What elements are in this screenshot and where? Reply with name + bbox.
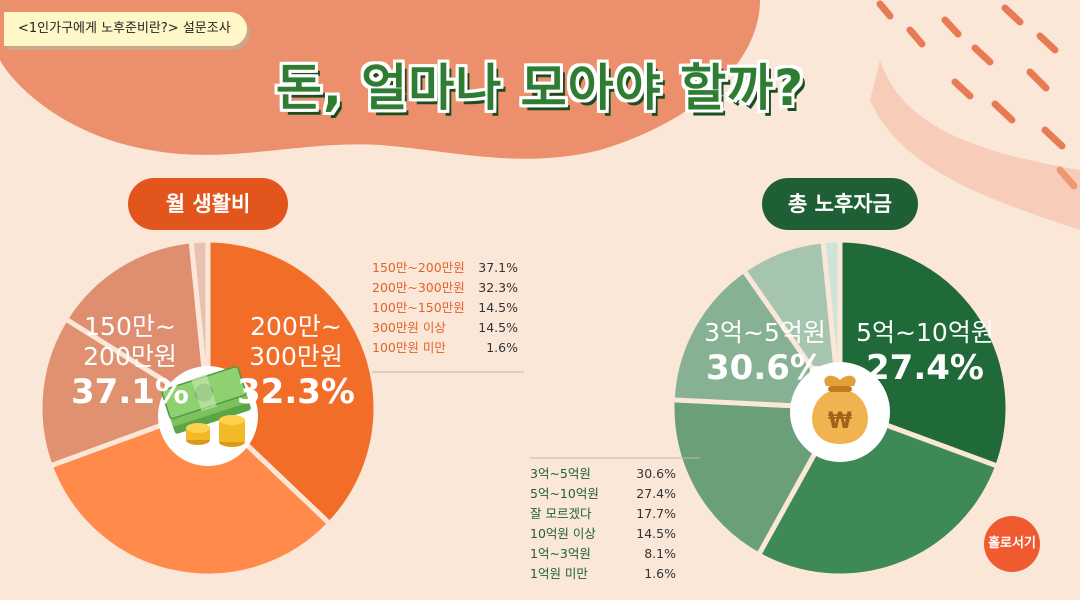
legend-value: 30.6%: [636, 466, 676, 481]
legend-value: 14.5%: [478, 300, 518, 315]
legend-label: 10억원 이상: [530, 526, 596, 541]
retirement-fund-title: 총 노후자금: [762, 178, 918, 230]
slice-category: 200만원: [83, 342, 177, 371]
legend-value: 1.6%: [486, 340, 518, 355]
slice-category: 200만~: [250, 312, 342, 341]
svg-text:₩: ₩: [828, 409, 852, 434]
legend-value: 1.6%: [644, 566, 676, 581]
legend-value: 14.5%: [636, 526, 676, 541]
legend-value: 8.1%: [644, 546, 676, 561]
legend-label: 1억원 미만: [530, 566, 588, 581]
legend-row: 200만~300만원 32.3%: [372, 278, 518, 298]
legend-value: 17.7%: [636, 506, 676, 521]
slice-label-150-200: 150만~ 200만원 37.1%: [60, 312, 200, 413]
slice-category: 3억~5억원: [704, 318, 826, 347]
legend-row: 100만원 미만 1.6%: [372, 338, 518, 358]
monthly-cost-legend: 150만~200만원 37.1% 200만~300만원 32.3% 100만~150…: [372, 258, 518, 358]
legend-row: 1억~3억원 8.1%: [530, 544, 676, 564]
monthly-cost-slice-1: [47, 405, 333, 579]
legend-label: 150만~200만원: [372, 260, 465, 275]
legend-row: 3억~5억원 30.6%: [530, 464, 676, 484]
legend-label: 100만~150만원: [372, 300, 465, 315]
monthly-cost-title: 월 생활비: [128, 178, 288, 230]
legend-label: 잘 모르겠다: [530, 506, 592, 521]
legend-label: 1억~3억원: [530, 546, 591, 561]
slice-category: 5억~10억원: [856, 318, 994, 347]
legend-label: 3억~5억원: [530, 466, 591, 481]
monthly-cost-slice-2: [37, 316, 211, 469]
money-stack-coins-icon: [158, 366, 258, 466]
legend-label: 300만원 이상: [372, 320, 446, 335]
brand-logo: 홀로서기: [984, 516, 1040, 572]
slice-percent: 37.1%: [71, 372, 189, 412]
legend-row: 5억~10억원 27.4%: [530, 484, 676, 504]
legend-label: 5억~10억원: [530, 486, 599, 501]
legend-label: 100만원 미만: [372, 340, 446, 355]
legend-row: 100만~150만원 14.5%: [372, 298, 518, 318]
slice-percent: 32.3%: [237, 372, 355, 412]
retirement-fund-slice-3: [669, 267, 843, 411]
money-bag-icon: ₩: [790, 362, 890, 462]
legend-value: 14.5%: [478, 320, 518, 335]
legend-value: 32.3%: [478, 280, 518, 295]
slice-label-200-300: 200만~ 300만원 32.3%: [226, 312, 366, 413]
legend-row: 300만원 이상 14.5%: [372, 318, 518, 338]
slice-percent: 30.6%: [706, 348, 824, 388]
slice-category: 150만~: [84, 312, 176, 341]
legend-value: 27.4%: [636, 486, 676, 501]
survey-tag: <1인가구에게 노후준비란?> 설문조사: [4, 12, 247, 46]
monthly-cost-slice-4: [188, 237, 211, 411]
monthly-cost-slice-3: [63, 238, 211, 411]
legend-value: 37.1%: [478, 260, 518, 275]
slice-label-3-5: 3억~5억원 30.6%: [690, 318, 840, 389]
slice-percent: 27.4%: [866, 348, 984, 388]
retirement-fund-legend: 3억~5억원 30.6% 5억~10억원 27.4% 잘 모르겠다 17.7% 10억…: [530, 464, 676, 584]
legend-label: 200만~300만원: [372, 280, 465, 295]
legend-row: 10억원 이상 14.5%: [530, 524, 676, 544]
monthly-cost-slice-0: [205, 237, 379, 527]
legend-row: 1억원 미만 1.6%: [530, 564, 676, 584]
slice-label-5-10: 5억~10억원 27.4%: [850, 318, 1000, 389]
legend-row: 150만~200만원 37.1%: [372, 258, 518, 278]
page-title: 돈, 얼마나 모아야 할까?: [275, 59, 805, 117]
legend-row: 잘 모르겠다 17.7%: [530, 504, 676, 524]
slice-category: 300만원: [249, 342, 343, 371]
